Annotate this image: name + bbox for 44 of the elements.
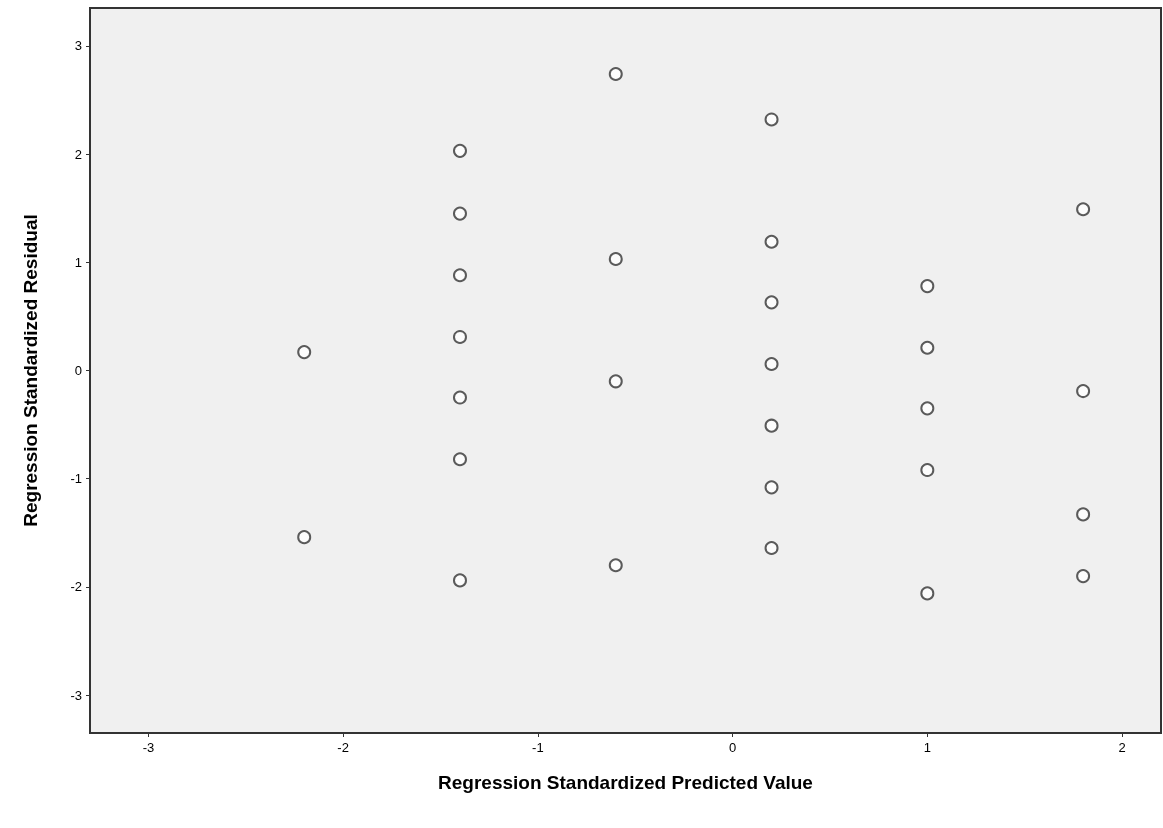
point (608, 67, 623, 81)
point (452, 206, 467, 221)
y-tick-label: -2 (70, 579, 82, 595)
point (920, 586, 935, 601)
y-tick-label: 2 (74, 146, 82, 162)
point (920, 340, 935, 355)
point (608, 252, 623, 267)
point (297, 530, 312, 545)
y-tick-label: 1 (74, 254, 82, 270)
point (1076, 507, 1091, 522)
point (608, 374, 623, 389)
point (452, 390, 467, 405)
x-tick-label: -3 (142, 740, 155, 755)
y-tick-label: -3 (70, 687, 82, 703)
y-tick-label: 3 (74, 38, 82, 54)
point (1076, 202, 1091, 217)
y-tick-label: 0 (74, 363, 82, 378)
point (452, 573, 467, 588)
y-axis-title: Regression Standardized Residual (20, 214, 41, 527)
point (452, 452, 467, 467)
point (608, 558, 623, 573)
point (452, 268, 467, 283)
point (1076, 384, 1091, 399)
x-tick-label: -1 (532, 740, 544, 755)
point (920, 279, 935, 294)
y-tick-label: -1 (70, 471, 82, 487)
x-tick-label: 0 (728, 740, 737, 755)
point (1076, 569, 1091, 584)
point (764, 357, 779, 371)
point (764, 112, 779, 127)
point (452, 143, 467, 158)
x-tick-label: -2 (337, 740, 349, 755)
x-axis-title: Regression Standardized Predicted Value (438, 772, 813, 793)
point (764, 295, 779, 310)
point (764, 480, 779, 495)
point (920, 401, 935, 416)
point (764, 540, 779, 555)
x-tick-label: 2 (1118, 740, 1126, 755)
point (764, 418, 779, 433)
point (764, 234, 779, 249)
x-tick-label: 1 (923, 740, 931, 755)
point (452, 329, 467, 344)
point (920, 463, 935, 478)
point (297, 345, 312, 360)
